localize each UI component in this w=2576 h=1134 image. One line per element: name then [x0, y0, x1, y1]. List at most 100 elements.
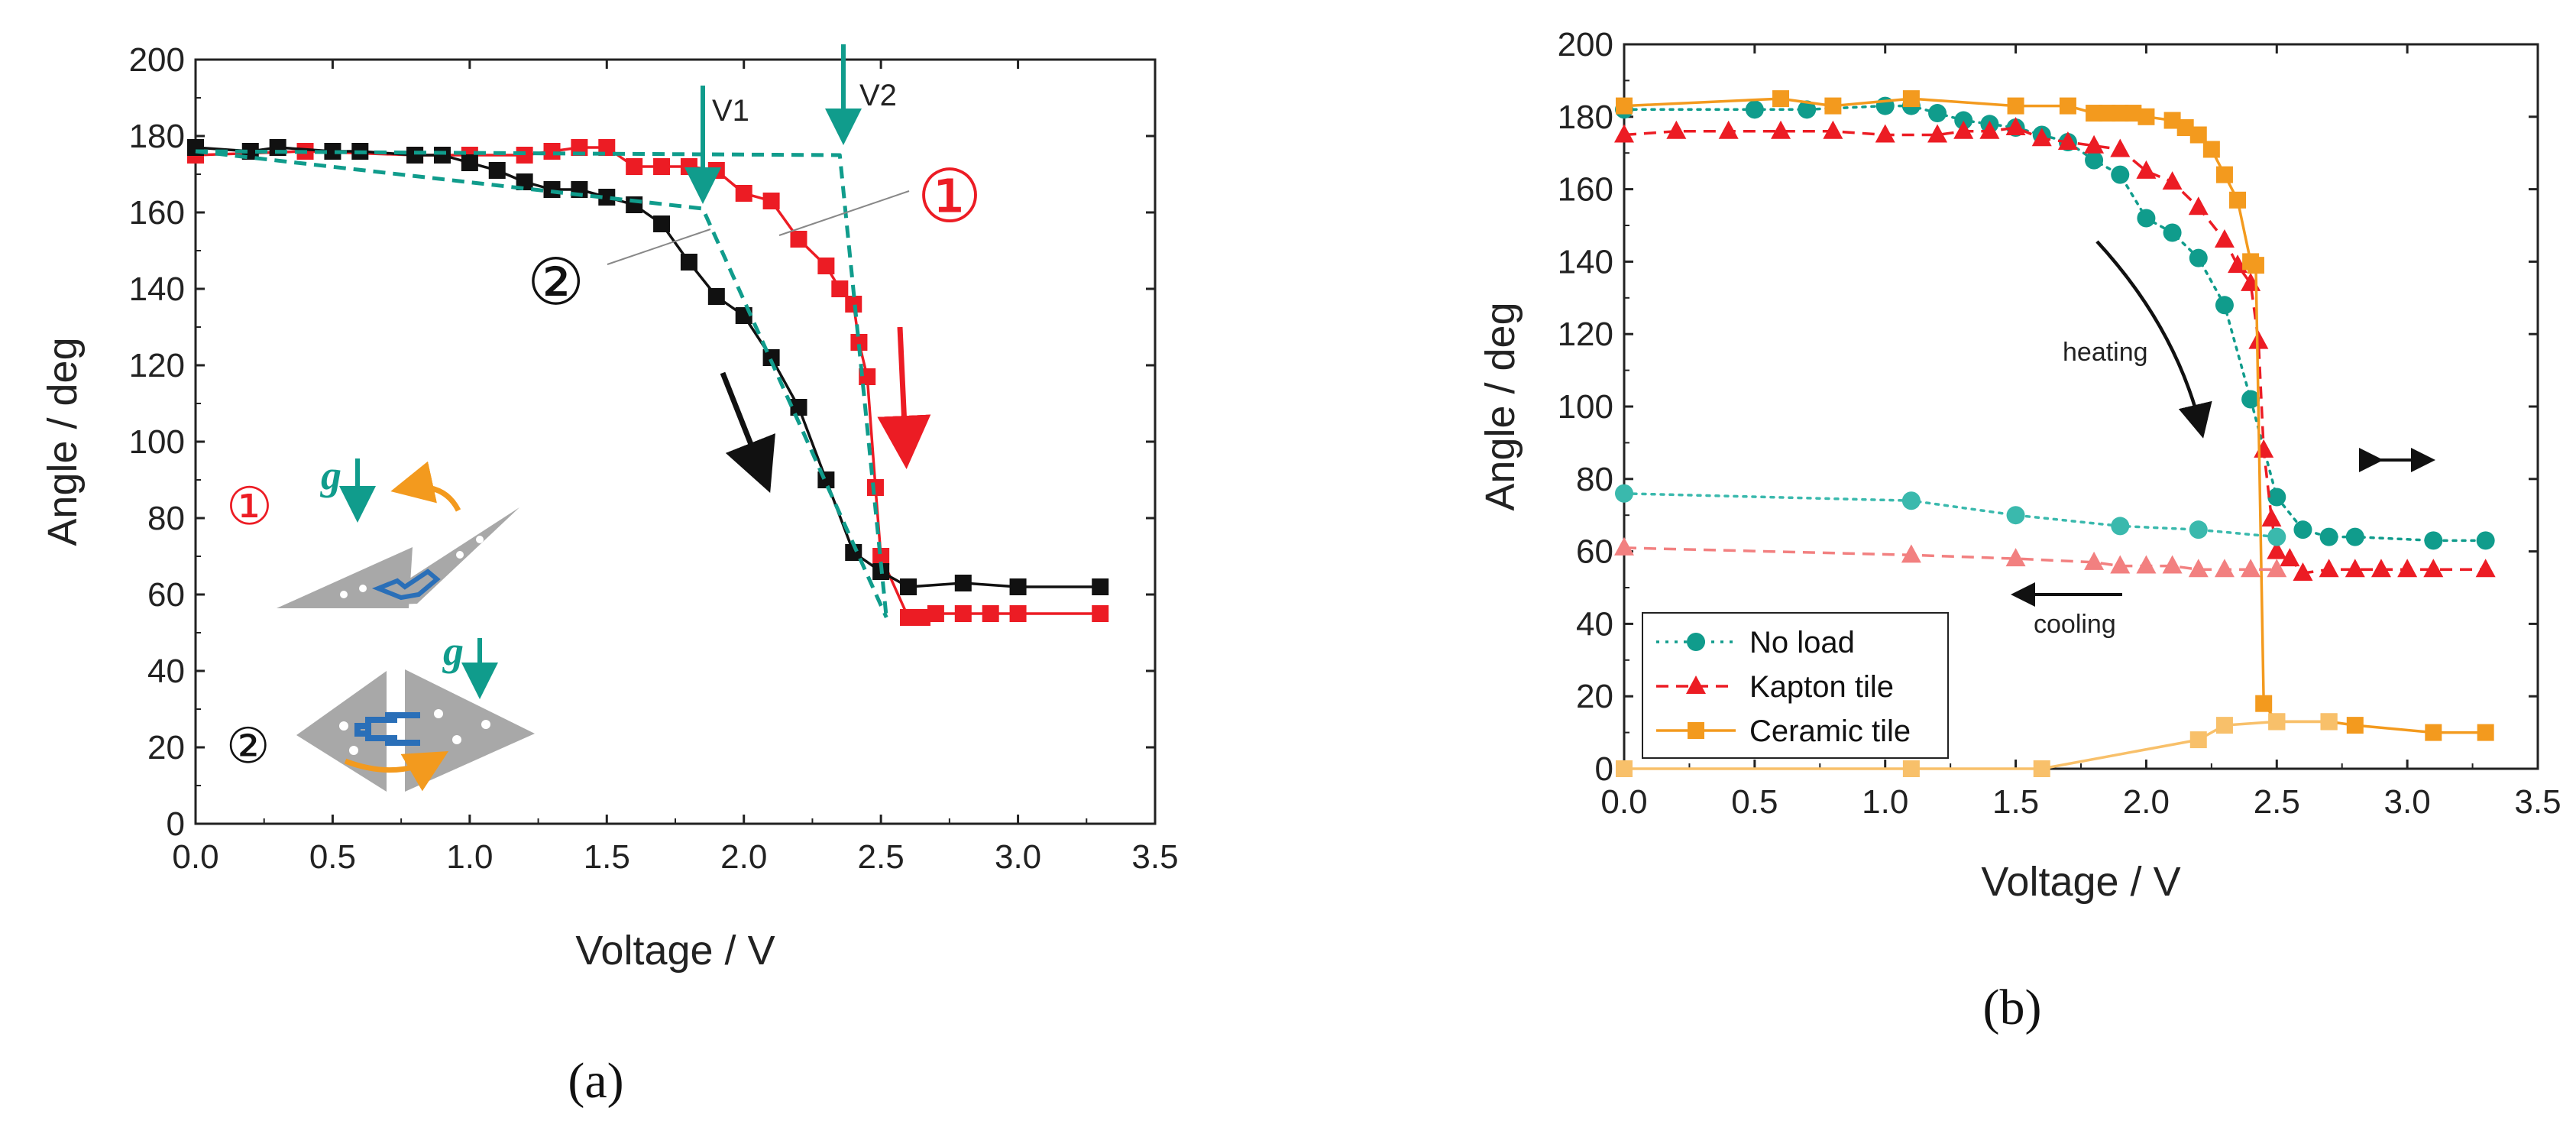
data-point	[1902, 760, 1920, 777]
data-point	[2110, 555, 2131, 574]
x-tick-label: 2.5	[858, 838, 905, 876]
data-point	[2476, 531, 2495, 550]
data-point	[1901, 544, 1921, 563]
data-point	[1875, 124, 1895, 143]
hinge-plate-right-1	[368, 507, 519, 605]
actuator-1	[371, 569, 441, 601]
data-point	[1614, 536, 1634, 556]
plate-hole	[456, 551, 464, 559]
data-point	[680, 158, 697, 175]
data-point	[2057, 131, 2078, 150]
y-tick-label: 60	[147, 576, 185, 614]
data-point	[488, 162, 506, 179]
x-tick-label: 3.5	[1131, 838, 1178, 876]
data-point	[1718, 120, 1739, 139]
legend-marker	[1686, 676, 1706, 694]
series-ceramic-tile	[1616, 90, 2494, 741]
data-point	[1928, 104, 1947, 123]
data-point	[2267, 488, 2286, 507]
data-point	[2267, 559, 2287, 578]
series-line	[1623, 546, 2277, 572]
data-point	[516, 173, 533, 190]
data-point	[2136, 555, 2157, 574]
y-tick-label: 40	[147, 653, 185, 690]
data-point	[1823, 120, 1843, 139]
plate-hole	[481, 720, 490, 729]
x-tick-label: 1.0	[446, 838, 493, 876]
data-point	[2033, 760, 2050, 777]
data-point	[2267, 540, 2287, 559]
data-point	[2162, 171, 2183, 190]
inset-configuration-2: ② g	[226, 628, 535, 792]
x-tick-label: 1.5	[1992, 783, 2039, 821]
data-point	[2280, 548, 2300, 567]
data-point	[790, 231, 807, 248]
series-line	[195, 149, 888, 618]
data-point	[845, 544, 862, 561]
plate-hole	[476, 536, 484, 543]
x-tick-label: 0.5	[309, 838, 356, 876]
data-point	[707, 162, 725, 179]
data-point	[2189, 731, 2207, 749]
y-tick-label: 0	[167, 805, 185, 843]
data-point	[2111, 165, 2130, 184]
data-point	[2085, 151, 2104, 170]
x-axis-ticks-a: 0.0 0.5 1.0 1.5 2.0 2.5 3.0 3.5	[172, 60, 1179, 876]
data-point	[2163, 223, 2182, 242]
data-point	[598, 139, 616, 156]
y-tick-label: 40	[1576, 605, 1613, 643]
data-point	[2215, 717, 2233, 734]
hinge-plate-left-2	[296, 671, 387, 792]
data-point	[433, 147, 451, 164]
y-tick-label: 160	[1558, 171, 1613, 209]
data-point	[1954, 111, 1973, 130]
y-tick-label: 0	[1595, 750, 1613, 788]
plate-hole	[452, 735, 461, 744]
data-point	[872, 548, 890, 565]
data-point	[2162, 555, 2183, 574]
data-point	[927, 605, 944, 622]
series-line	[1623, 492, 2279, 539]
data-point	[2268, 713, 2286, 731]
series-group-a	[187, 139, 1109, 626]
data-point	[1009, 578, 1027, 595]
series-kapton-tile	[1614, 117, 2496, 582]
data-point	[2346, 717, 2364, 734]
data-point	[1615, 484, 1633, 503]
heating-arrow	[2095, 240, 2212, 439]
legend-b: No load Kapton tile Ceramic tile	[1642, 612, 1949, 759]
x-axis-title-a: Voltage / V	[575, 928, 775, 974]
data-point	[2202, 141, 2220, 158]
data-point	[982, 605, 999, 622]
x-tick-label: 0.0	[1600, 783, 1647, 821]
y-tick-label: 80	[147, 500, 185, 537]
data-point	[2319, 527, 2338, 546]
data-point	[2397, 559, 2418, 578]
data-point	[2099, 105, 2116, 122]
data-point	[2059, 97, 2076, 115]
data-point	[900, 609, 917, 626]
plate-hole	[339, 721, 348, 731]
data-point	[913, 609, 930, 626]
circle-1-leader	[778, 190, 910, 236]
inset-circle-1: ①	[226, 477, 273, 537]
x-tick-label: 1.5	[584, 838, 630, 876]
data-point	[2214, 559, 2235, 578]
data-point	[2241, 390, 2260, 409]
cooling-label: cooling	[2034, 610, 2116, 639]
data-point	[2247, 257, 2264, 274]
data-point	[626, 158, 643, 175]
x-tick-label: 2.5	[2254, 783, 2300, 821]
data-point	[543, 143, 561, 160]
series-fit-1	[195, 149, 888, 618]
legend-marker	[1688, 722, 1704, 739]
data-point	[2005, 117, 2026, 136]
data-point	[2214, 228, 2235, 248]
data-point	[2176, 119, 2194, 137]
y-tick-label: 20	[1576, 678, 1613, 715]
x-axis-ticks-b: 0.0 0.5 1.0 1.5 2.0 2.5 3.0 3.5	[1600, 44, 2561, 821]
panel-label-b: (b)	[1983, 980, 2042, 1035]
hinge-plate-left-1	[277, 547, 413, 608]
data-point	[653, 158, 671, 175]
